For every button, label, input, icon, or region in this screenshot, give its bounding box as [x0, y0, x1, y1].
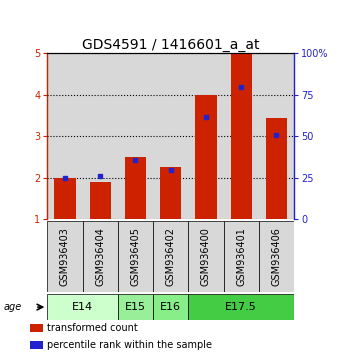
Title: GDS4591 / 1416601_a_at: GDS4591 / 1416601_a_at	[82, 38, 260, 52]
Text: percentile rank within the sample: percentile rank within the sample	[47, 340, 212, 350]
Bar	[118, 221, 153, 292]
Bar	[188, 53, 223, 219]
Bar	[47, 221, 82, 292]
Text: GSM936400: GSM936400	[201, 227, 211, 286]
Bar	[160, 167, 181, 219]
Bar	[118, 53, 153, 219]
Text: E15: E15	[125, 302, 146, 312]
Bar	[82, 221, 118, 292]
Bar	[223, 221, 259, 292]
Bar	[153, 294, 188, 320]
Bar	[259, 53, 294, 219]
Bar	[30, 324, 43, 332]
Bar	[223, 53, 259, 219]
Text: E14: E14	[72, 302, 93, 312]
Bar	[125, 157, 146, 219]
Text: GSM936406: GSM936406	[271, 227, 282, 286]
Bar	[82, 53, 118, 219]
Bar	[54, 178, 75, 219]
Bar	[231, 53, 252, 219]
Bar	[118, 294, 153, 320]
Text: transformed count: transformed count	[47, 323, 138, 333]
Text: GSM936403: GSM936403	[60, 227, 70, 286]
Bar	[195, 95, 217, 219]
Text: GSM936401: GSM936401	[236, 227, 246, 286]
Text: E17.5: E17.5	[225, 302, 257, 312]
Bar	[30, 341, 43, 349]
Bar	[259, 221, 294, 292]
Bar	[47, 294, 118, 320]
Text: GSM936404: GSM936404	[95, 227, 105, 286]
Text: GSM936405: GSM936405	[130, 227, 141, 286]
Text: age: age	[3, 302, 22, 312]
Bar	[188, 221, 223, 292]
Bar	[90, 182, 111, 219]
Bar	[153, 53, 188, 219]
Text: E16: E16	[160, 302, 181, 312]
Bar	[266, 118, 287, 219]
Bar	[47, 53, 82, 219]
Text: GSM936402: GSM936402	[166, 227, 176, 286]
Bar	[188, 294, 294, 320]
Bar	[153, 221, 188, 292]
